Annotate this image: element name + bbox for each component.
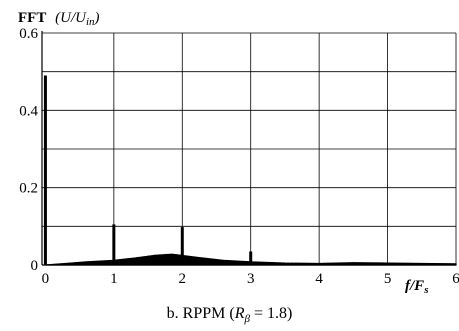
x-label-F: F — [413, 278, 424, 294]
y-tick-label: 0 — [31, 258, 39, 274]
x-tick-label: 6 — [452, 271, 459, 287]
grid-lines — [42, 32, 457, 265]
x-tick-label: 3 — [247, 271, 255, 287]
x-tick-label: 0 — [42, 271, 50, 287]
x-label-sub: s — [423, 284, 428, 296]
x-tick-label: 1 — [110, 271, 118, 287]
y-tick-label: 0.6 — [19, 26, 38, 42]
x-tick-label: 2 — [179, 271, 187, 287]
y-label-open: ( — [55, 10, 61, 26]
x-label-slash: / — [409, 278, 416, 294]
y-tick-label: 0.4 — [19, 103, 38, 119]
y-label-close: ) — [94, 10, 100, 26]
y-label-u2: U — [75, 10, 87, 26]
y-label-main: FFT — [18, 10, 46, 26]
y-label-sub: in — [86, 16, 95, 28]
figure-caption: b. RPPM (Rβ = 1.8) — [0, 305, 459, 325]
x-axis-label: f/Fs — [405, 278, 428, 296]
caption-suffix: = 1.8) — [249, 305, 293, 322]
plot-area — [43, 75, 457, 266]
x-tick-label: 5 — [384, 271, 392, 287]
caption-r: R — [234, 305, 245, 322]
y-label-u: U — [60, 10, 72, 26]
axes — [41, 31, 456, 266]
y-tick-label: 0.2 — [19, 181, 38, 197]
caption-prefix: b. RPPM ( — [166, 305, 235, 322]
x-tick-label: 4 — [315, 271, 323, 287]
tick-labels: 0 1 2 3 4 5 6 0 0.2 0.4 0.6 — [19, 26, 459, 287]
x-label-f: f — [405, 278, 412, 294]
caption-sub: β — [244, 313, 250, 326]
y-label-slash: / — [70, 10, 77, 26]
y-axis-label: FFT (U/Uin) — [18, 10, 100, 28]
